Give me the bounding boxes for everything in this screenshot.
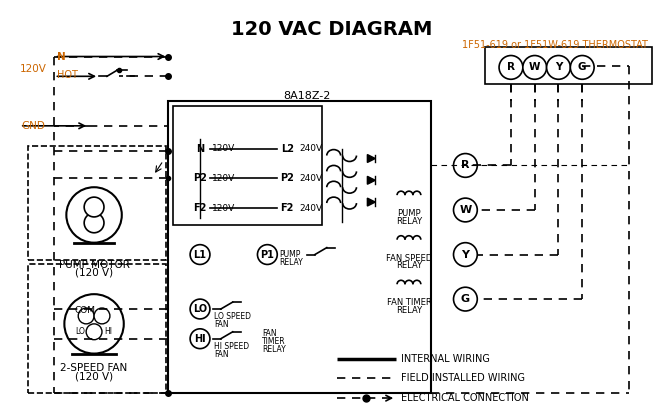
Text: TIMER: TIMER bbox=[263, 337, 286, 346]
Text: 240V: 240V bbox=[299, 144, 322, 153]
Circle shape bbox=[454, 287, 477, 311]
Text: Y: Y bbox=[462, 250, 470, 259]
Text: W: W bbox=[459, 205, 472, 215]
Text: L1: L1 bbox=[194, 250, 206, 259]
Text: PUMP: PUMP bbox=[279, 250, 301, 259]
Text: GND: GND bbox=[22, 121, 46, 131]
Circle shape bbox=[84, 213, 104, 233]
Text: LO SPEED: LO SPEED bbox=[214, 313, 251, 321]
Circle shape bbox=[66, 187, 122, 243]
Circle shape bbox=[547, 56, 570, 79]
Text: HI: HI bbox=[104, 327, 112, 336]
Polygon shape bbox=[367, 198, 375, 206]
Text: 2-SPEED FAN: 2-SPEED FAN bbox=[60, 363, 128, 373]
Text: HOT: HOT bbox=[58, 70, 78, 80]
Circle shape bbox=[78, 308, 94, 324]
Circle shape bbox=[86, 324, 102, 340]
Text: R: R bbox=[507, 62, 515, 72]
Polygon shape bbox=[367, 155, 375, 163]
Text: HI: HI bbox=[194, 334, 206, 344]
Bar bbox=[27, 146, 166, 259]
Text: 120V: 120V bbox=[212, 144, 235, 153]
Text: RELAY: RELAY bbox=[396, 306, 422, 315]
Circle shape bbox=[454, 198, 477, 222]
Text: FAN TIMER: FAN TIMER bbox=[387, 298, 431, 307]
Text: FAN: FAN bbox=[214, 350, 228, 359]
Circle shape bbox=[190, 299, 210, 319]
Circle shape bbox=[454, 243, 477, 266]
Text: W: W bbox=[529, 62, 541, 72]
Circle shape bbox=[64, 294, 124, 354]
Text: ELECTRICAL CONNECTION: ELECTRICAL CONNECTION bbox=[401, 393, 529, 403]
Text: P2: P2 bbox=[280, 173, 294, 183]
Text: (120 V): (120 V) bbox=[75, 267, 113, 277]
Circle shape bbox=[570, 56, 594, 79]
Bar bbox=[168, 101, 431, 393]
Text: P1: P1 bbox=[261, 250, 274, 259]
Circle shape bbox=[190, 168, 210, 188]
Circle shape bbox=[257, 245, 277, 264]
Circle shape bbox=[277, 139, 297, 158]
Text: RELAY: RELAY bbox=[279, 258, 303, 267]
Text: N: N bbox=[196, 144, 204, 154]
Text: G: G bbox=[461, 294, 470, 304]
Text: RELAY: RELAY bbox=[396, 261, 422, 271]
Circle shape bbox=[454, 153, 477, 177]
Text: 120V: 120V bbox=[212, 174, 235, 183]
Bar bbox=[27, 264, 166, 393]
Bar bbox=[174, 106, 322, 225]
Circle shape bbox=[277, 198, 297, 218]
Circle shape bbox=[84, 197, 104, 217]
Bar bbox=[485, 47, 651, 84]
Circle shape bbox=[190, 198, 210, 218]
Circle shape bbox=[277, 168, 297, 188]
Text: RELAY: RELAY bbox=[396, 217, 422, 226]
Text: HI SPEED: HI SPEED bbox=[214, 342, 249, 351]
Text: 120 VAC DIAGRAM: 120 VAC DIAGRAM bbox=[231, 20, 432, 39]
Circle shape bbox=[190, 245, 210, 264]
Text: G: G bbox=[578, 62, 586, 72]
Text: N: N bbox=[58, 52, 66, 62]
Text: 120V: 120V bbox=[20, 65, 47, 75]
Text: FAN: FAN bbox=[263, 329, 277, 338]
Text: L2: L2 bbox=[281, 144, 293, 154]
Circle shape bbox=[94, 308, 110, 324]
Text: 120V: 120V bbox=[212, 204, 235, 212]
Text: F2: F2 bbox=[194, 203, 207, 213]
Text: FAN SPEED: FAN SPEED bbox=[386, 253, 432, 263]
Text: F2: F2 bbox=[281, 203, 294, 213]
Circle shape bbox=[499, 56, 523, 79]
Text: PUMP MOTOR: PUMP MOTOR bbox=[59, 259, 129, 269]
Text: 240V: 240V bbox=[299, 174, 322, 183]
Text: 1F51-619 or 1F51W-619 THERMOSTAT: 1F51-619 or 1F51W-619 THERMOSTAT bbox=[462, 40, 647, 50]
Text: COM: COM bbox=[74, 306, 95, 315]
Text: RELAY: RELAY bbox=[263, 345, 286, 354]
Text: P2: P2 bbox=[193, 173, 207, 183]
Text: FIELD INSTALLED WIRING: FIELD INSTALLED WIRING bbox=[401, 373, 525, 383]
Text: (120 V): (120 V) bbox=[75, 371, 113, 381]
Circle shape bbox=[523, 56, 547, 79]
Text: LO: LO bbox=[75, 327, 85, 336]
Text: Y: Y bbox=[555, 62, 562, 72]
Circle shape bbox=[190, 139, 210, 158]
Circle shape bbox=[190, 329, 210, 349]
Text: INTERNAL WIRING: INTERNAL WIRING bbox=[401, 354, 490, 364]
Text: 8A18Z-2: 8A18Z-2 bbox=[283, 91, 331, 101]
Text: PUMP: PUMP bbox=[397, 209, 421, 218]
Text: R: R bbox=[461, 160, 470, 171]
Text: 240V: 240V bbox=[299, 204, 322, 212]
Polygon shape bbox=[367, 176, 375, 184]
Text: LO: LO bbox=[193, 304, 207, 314]
Text: FAN: FAN bbox=[214, 321, 228, 329]
